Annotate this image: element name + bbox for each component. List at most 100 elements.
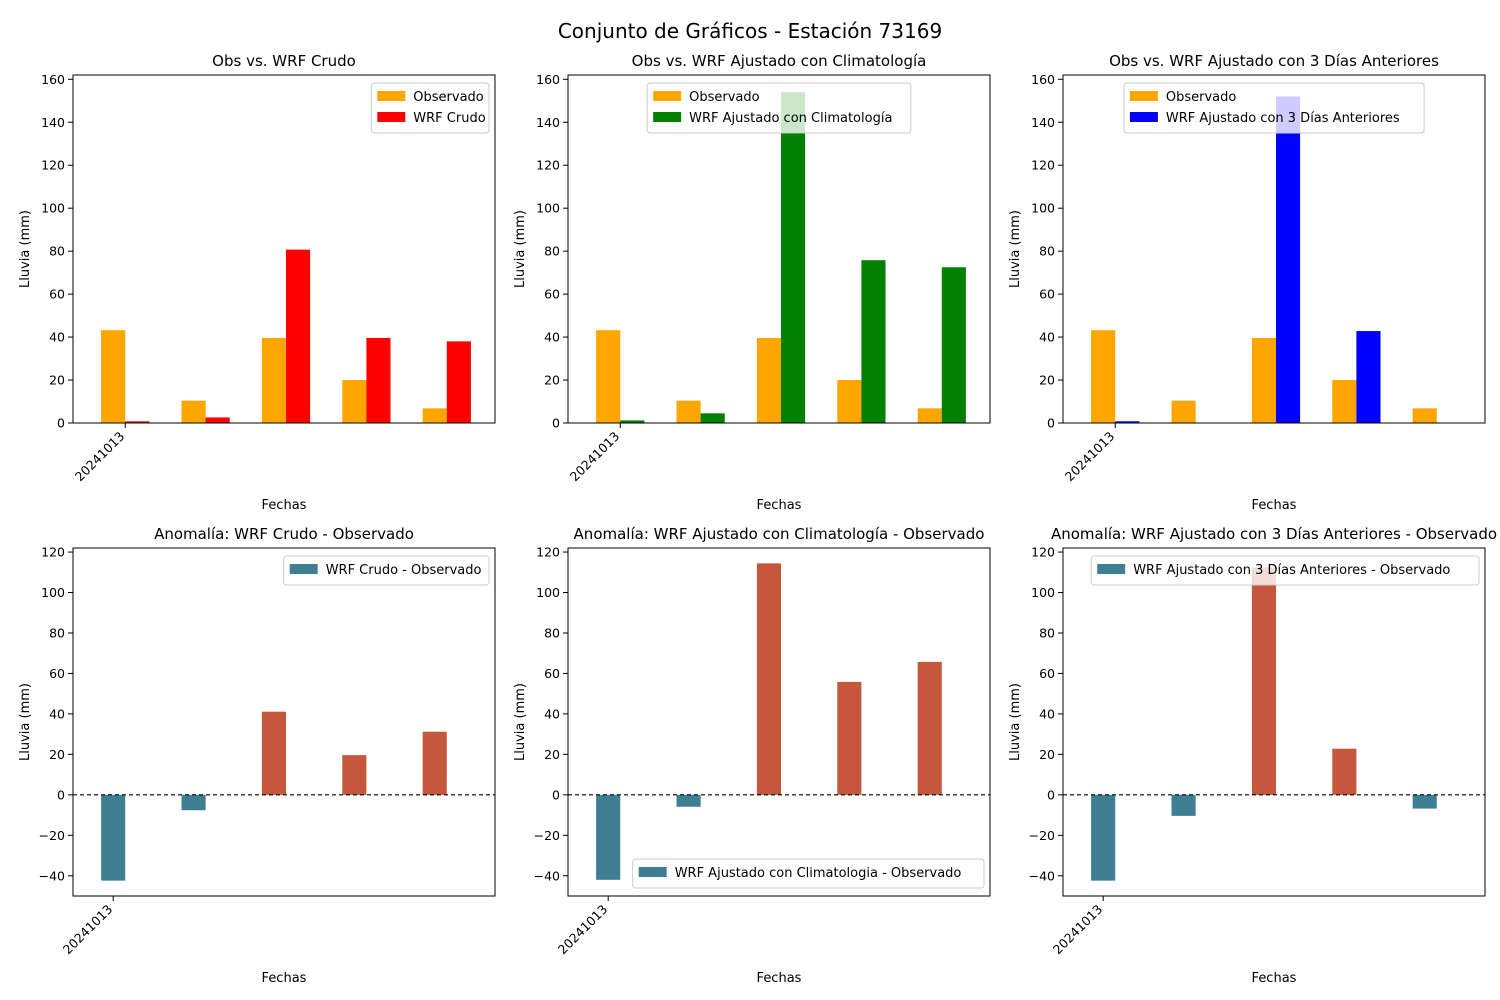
bar-observado-5 <box>1412 408 1437 423</box>
figure-title: Conjunto de Gráficos - Estación 73169 <box>558 19 942 43</box>
y-tick-label: 80 <box>544 625 560 640</box>
legend-label: Observado <box>413 90 484 105</box>
y-tick-label: 60 <box>544 666 560 681</box>
bar-wrf-3 <box>1276 96 1301 424</box>
bar-observado-1 <box>101 330 126 423</box>
y-tick-label: 60 <box>1039 666 1055 681</box>
bar-observado-2 <box>1171 400 1196 423</box>
x-axis-label: Fechas <box>1252 498 1297 513</box>
bar-anomaly-4 <box>837 681 862 795</box>
y-tick-label: 40 <box>1039 706 1055 721</box>
y-tick-label: 80 <box>1039 625 1055 640</box>
y-tick-label: 20 <box>544 747 560 762</box>
y-tick-label: 60 <box>49 287 65 302</box>
x-axis-label: Fechas <box>262 971 307 986</box>
y-tick-label: 80 <box>544 244 560 259</box>
y-tick-label: 140 <box>1031 115 1055 130</box>
legend-swatch <box>1097 564 1126 574</box>
bar-observado-5 <box>422 408 447 423</box>
legend-swatch <box>377 91 406 101</box>
bar-observado-4 <box>342 380 367 423</box>
legend-label: WRF Ajustado con Climatologia - Observad… <box>675 866 962 881</box>
y-tick-label: −20 <box>1029 828 1055 843</box>
y-tick-label: 20 <box>49 373 65 388</box>
y-axis-label: Lluvia (mm) <box>1008 683 1023 761</box>
y-tick-label: 140 <box>536 115 560 130</box>
panel-title: Anomalía: WRF Crudo - Observado <box>154 525 414 543</box>
axes-frame <box>72 547 496 897</box>
bar-observado-3 <box>1251 337 1277 423</box>
legend: WRF Crudo - Observado <box>283 555 490 586</box>
legend-swatch <box>1129 112 1158 122</box>
y-axis-label: Lluvia (mm) <box>1008 210 1023 288</box>
y-tick-label: 100 <box>1031 585 1055 600</box>
x-axis-label: Fechas <box>757 971 802 986</box>
legend: Observado WRF Crudo <box>370 82 490 134</box>
y-tick-label: 0 <box>552 416 560 431</box>
y-tick-label: 60 <box>1039 287 1055 302</box>
legend-swatch <box>377 112 406 122</box>
bar-anomaly-4 <box>342 755 367 795</box>
bar-anomaly-1 <box>101 794 126 881</box>
y-tick-label: 120 <box>41 158 65 173</box>
bar-wrf-4 <box>366 337 391 423</box>
y-tick-label: 80 <box>1039 244 1055 259</box>
y-tick-label: −40 <box>1029 868 1055 883</box>
y-axis-label: Lluvia (mm) <box>513 210 528 288</box>
legend-label: WRF Crudo <box>413 111 485 126</box>
y-tick-label: 0 <box>57 787 65 802</box>
bar-wrf-2 <box>700 413 725 423</box>
legend-label: WRF Crudo - Observado <box>326 563 482 578</box>
bar-anomaly-1 <box>596 794 621 880</box>
y-tick-label: 120 <box>41 545 65 560</box>
y-tick-label: −20 <box>39 828 65 843</box>
legend-label: WRF Ajustado con Climatología <box>689 111 892 126</box>
legend-swatch <box>289 564 318 574</box>
legend-frame <box>283 555 490 586</box>
axes-frame <box>1062 74 1486 424</box>
bar-anomaly-2 <box>1171 794 1196 816</box>
bar-observado-2 <box>181 400 206 423</box>
y-axis-label: Lluvia (mm) <box>18 210 33 288</box>
x-axis-label: Fechas <box>262 498 307 513</box>
bar-wrf-3 <box>781 92 806 424</box>
bar-wrf-3 <box>286 249 311 423</box>
y-tick-label: 140 <box>41 115 65 130</box>
bar-anomaly-2 <box>181 794 206 811</box>
x-axis-label: Fechas <box>1252 971 1297 986</box>
panel-title: Anomalía: WRF Ajustado con Climatología … <box>574 525 985 543</box>
y-tick-label: 120 <box>536 545 560 560</box>
axes-frame <box>1062 547 1486 897</box>
axes-frame <box>567 547 991 897</box>
y-tick-label: −40 <box>534 868 560 883</box>
y-tick-label: 20 <box>1039 373 1055 388</box>
y-tick-label: 100 <box>41 201 65 216</box>
y-tick-label: 160 <box>536 72 560 87</box>
legend-frame <box>1090 555 1480 586</box>
bar-anomaly-3 <box>261 711 287 795</box>
y-tick-label: 160 <box>41 72 65 87</box>
panel-title: Obs vs. WRF Ajustado con Climatología <box>632 52 927 70</box>
bar-anomaly-3 <box>756 563 782 795</box>
axes-frame <box>72 74 496 424</box>
bar-wrf-4 <box>861 260 886 423</box>
legend: WRF Ajustado con Climatologia - Observad… <box>632 858 985 889</box>
legend-frame <box>1123 82 1425 134</box>
bar-anomaly-1 <box>1091 794 1116 881</box>
y-tick-label: 80 <box>49 244 65 259</box>
y-tick-label: 120 <box>1031 158 1055 173</box>
bar-anomaly-4 <box>1332 748 1357 795</box>
bar-wrf-1 <box>1115 421 1140 423</box>
y-tick-label: 40 <box>49 330 65 345</box>
y-tick-label: 60 <box>544 287 560 302</box>
axes-frame <box>567 74 991 424</box>
legend-swatch <box>653 112 682 122</box>
legend-frame <box>632 858 985 889</box>
bar-observado-1 <box>1091 330 1116 423</box>
bar-wrf-4 <box>1356 331 1381 423</box>
panel-title: Obs vs. WRF Ajustado con 3 Días Anterior… <box>1109 52 1439 70</box>
y-tick-label: 120 <box>1031 545 1055 560</box>
y-tick-label: 100 <box>1031 201 1055 216</box>
y-tick-label: 0 <box>1047 416 1055 431</box>
